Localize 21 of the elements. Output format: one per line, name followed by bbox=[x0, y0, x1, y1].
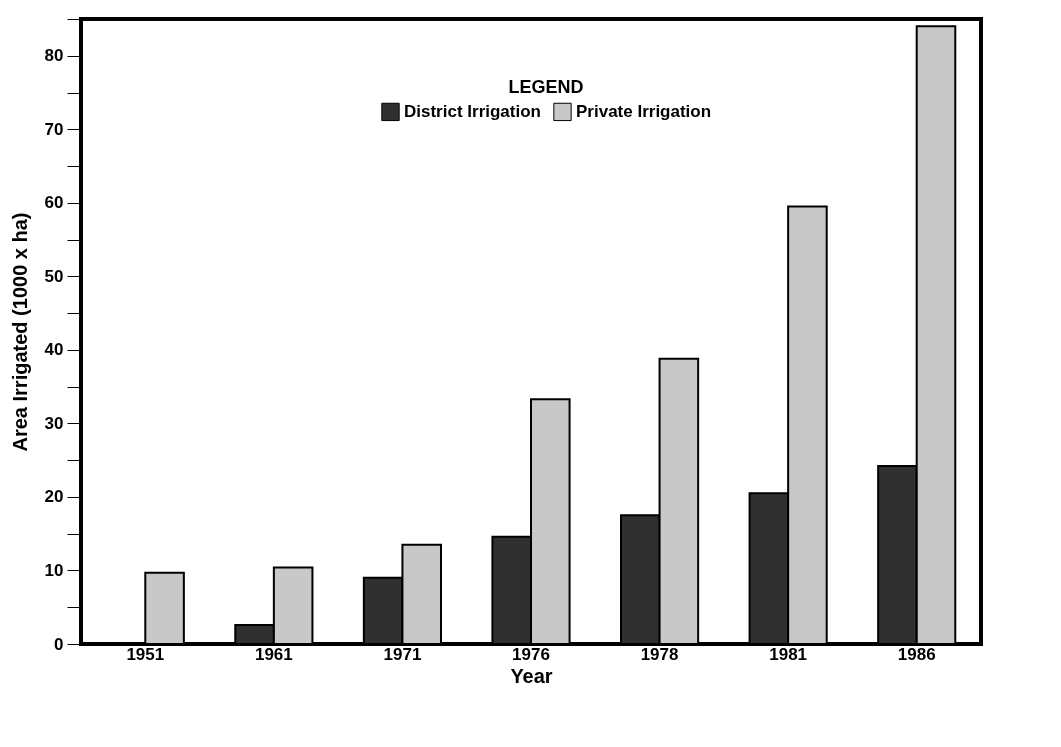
x-tick-label: 1978 bbox=[640, 644, 679, 664]
y-tick-label: 70 bbox=[44, 119, 64, 139]
legend-label: District Irrigation bbox=[404, 101, 541, 121]
y-tick-label: 10 bbox=[44, 560, 64, 580]
y-axis-title: Area Irrigated (1000 x ha) bbox=[8, 212, 31, 452]
legend-title: LEGEND bbox=[508, 77, 584, 97]
y-tick-label: 50 bbox=[44, 266, 64, 286]
x-tick-label: 1981 bbox=[769, 644, 808, 664]
x-tick-label: 1976 bbox=[512, 644, 550, 664]
x-tick-label: 1971 bbox=[383, 644, 422, 664]
y-tick-label: 0 bbox=[54, 634, 64, 654]
x-tick-label: 1986 bbox=[897, 644, 936, 664]
x-axis-title: Year bbox=[510, 664, 553, 687]
y-tick-label: 80 bbox=[44, 46, 64, 66]
x-tick-label: 1951 bbox=[126, 644, 165, 664]
x-tick-label: 1961 bbox=[254, 644, 293, 664]
legend-label: Private Irrigation bbox=[576, 101, 712, 121]
y-tick-label: 30 bbox=[44, 413, 64, 433]
y-tick-label: 40 bbox=[44, 340, 64, 360]
y-tick-label: 60 bbox=[44, 193, 64, 213]
y-tick-label: 20 bbox=[44, 487, 64, 507]
